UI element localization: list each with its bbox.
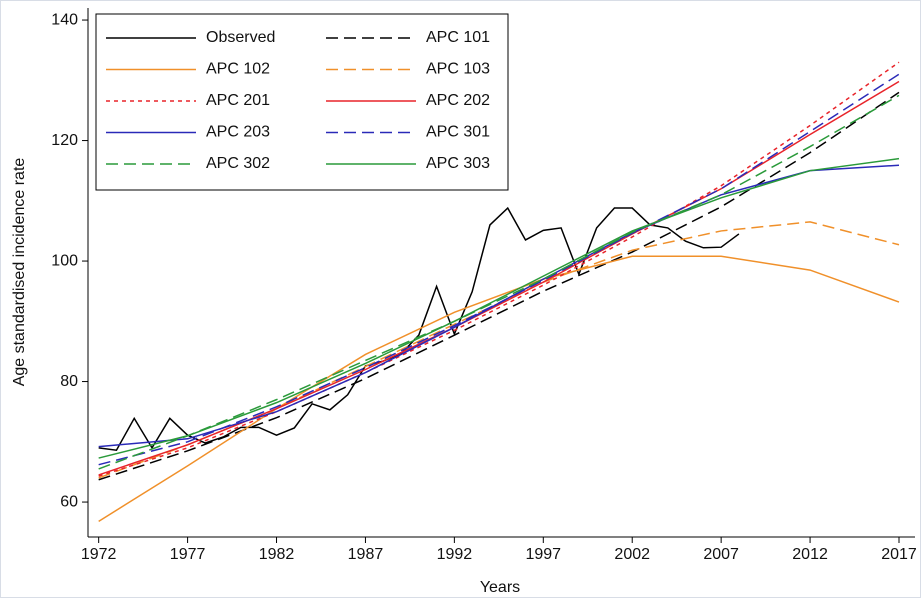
y-tick-label: 80 <box>60 373 78 390</box>
x-tick-label: 2002 <box>614 546 650 563</box>
series-line <box>98 80 900 476</box>
legend-label: APC 302 <box>206 155 270 172</box>
y-axis-label: Age standardised incidence rate <box>11 158 28 387</box>
x-tick-label: 1997 <box>525 546 561 563</box>
y-tick-label: 60 <box>60 493 78 510</box>
y-tick-label: 100 <box>51 252 78 269</box>
legend-label: APC 101 <box>426 29 490 46</box>
series-line <box>98 91 900 481</box>
y-tick-label: 120 <box>51 132 78 149</box>
legend-label: APC 202 <box>426 92 490 109</box>
x-tick-label: 1987 <box>348 546 384 563</box>
x-tick-label: 1977 <box>170 546 206 563</box>
x-tick-label: 2012 <box>792 546 828 563</box>
legend-label: APC 301 <box>426 124 490 141</box>
x-tick-label: 1982 <box>259 546 295 563</box>
x-tick-label: 2007 <box>703 546 739 563</box>
series-line <box>98 157 900 459</box>
legend-label: APC 103 <box>426 61 490 78</box>
series-line <box>98 73 900 466</box>
legend-label: APC 201 <box>206 92 270 109</box>
x-axis-label: Years <box>480 579 520 596</box>
legend-label: APC 102 <box>206 61 270 78</box>
y-tick-label: 140 <box>51 11 78 28</box>
legend-box <box>95 13 509 191</box>
legend-label: APC 303 <box>426 155 490 172</box>
x-tick-label: 1992 <box>437 546 473 563</box>
series-line <box>98 61 900 477</box>
x-tick-label: 2017 <box>881 546 917 563</box>
legend-label: Observed <box>206 29 275 46</box>
series-line <box>98 255 900 522</box>
series-line <box>98 94 900 470</box>
series-line <box>98 206 740 452</box>
legend-label: APC 203 <box>206 124 270 141</box>
x-tick-label: 1972 <box>81 546 117 563</box>
